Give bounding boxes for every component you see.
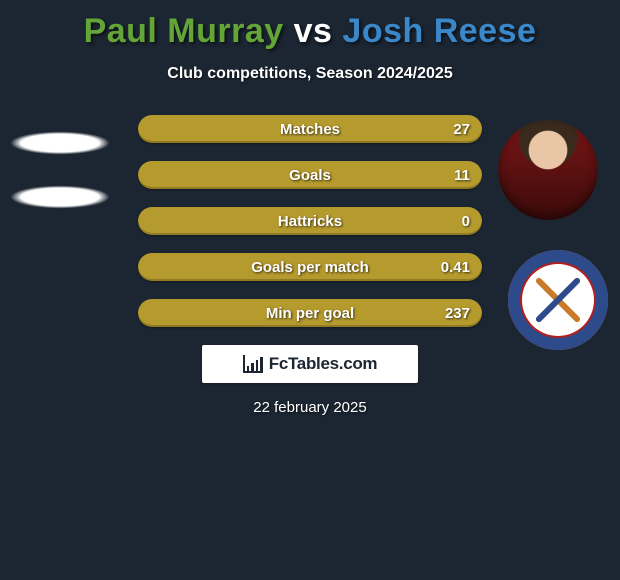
stat-value-right: 11 [454, 161, 470, 189]
date-label: 22 february 2025 [0, 399, 620, 416]
stat-row: Min per goal237 [138, 299, 482, 327]
stat-label: Min per goal [138, 299, 482, 327]
stat-value-right: 237 [445, 299, 470, 327]
player2-name: Josh Reese [342, 12, 536, 50]
stat-value-right: 0.41 [441, 253, 470, 281]
stats-area: Matches27 Goals11 Hattricks0 Goals per matc… [0, 115, 620, 327]
chart-icon [243, 355, 263, 373]
stat-row: Goals11 [138, 161, 482, 189]
player1-name: Paul Murray [84, 12, 284, 50]
stat-label: Matches [138, 115, 482, 143]
stat-row: Hattricks0 [138, 207, 482, 235]
stat-value-right: 27 [453, 115, 470, 143]
site-logo-text: FcTables.com [269, 354, 378, 374]
stat-row: Matches27 [138, 115, 482, 143]
stat-value-right: 0 [462, 207, 470, 235]
page-title: Paul Murray vs Josh Reese [0, 0, 620, 51]
site-logo[interactable]: FcTables.com [202, 345, 418, 383]
stat-row: Goals per match0.41 [138, 253, 482, 281]
vs-label: vs [294, 12, 333, 50]
stat-label: Hattricks [138, 207, 482, 235]
stat-label: Goals per match [138, 253, 482, 281]
stat-label: Goals [138, 161, 482, 189]
subtitle: Club competitions, Season 2024/2025 [0, 65, 620, 83]
